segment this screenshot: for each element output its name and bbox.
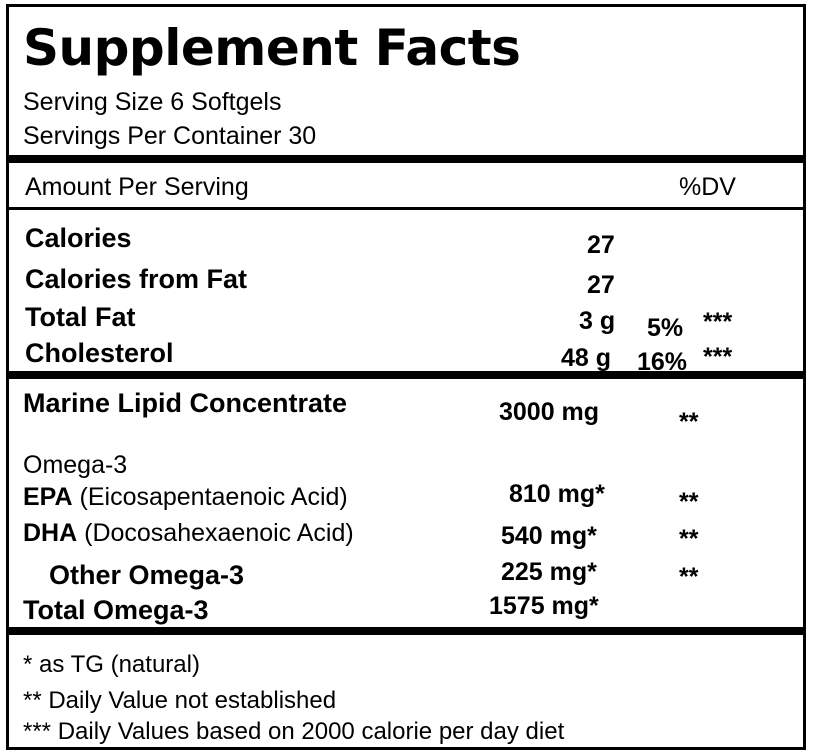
total-omega-3-label: Total Omega-3: [23, 595, 209, 625]
dha-note: **: [679, 525, 699, 553]
cholesterol-label: Cholesterol: [25, 338, 174, 368]
panel-title: Supplement Facts: [23, 19, 521, 77]
total-fat-label: Total Fat: [25, 302, 136, 332]
epa-amount: 810 mg*: [509, 480, 605, 508]
marine-lipid-label: Marine Lipid Concentrate: [23, 388, 348, 418]
footnote-dv-basis: *** Daily Values based on 2000 calorie p…: [23, 718, 565, 745]
cholesterol-note: ***: [703, 343, 733, 371]
supplement-facts-panel: Supplement Facts Serving Size 6 Softgels…: [6, 4, 806, 750]
serving-size: Serving Size 6 Softgels: [23, 88, 282, 116]
total-fat-dv: 5%: [647, 314, 684, 342]
divider-thick: [9, 371, 803, 379]
divider-thin: [9, 207, 803, 210]
calories-amount: 27: [587, 231, 615, 259]
total-omega-3-amount: 1575 mg*: [489, 592, 599, 620]
footnote-dv-not-established: ** Daily Value not established: [23, 687, 337, 714]
other-omega-3-note: **: [679, 563, 699, 591]
amount-per-serving-header: Amount Per Serving: [25, 173, 249, 201]
divider-thick: [9, 155, 803, 163]
total-fat-amount: 3 g: [579, 307, 616, 335]
servings-per-container: Servings Per Container 30: [23, 122, 317, 150]
other-omega-3-amount: 225 mg*: [501, 558, 597, 586]
dv-header: %DV: [679, 173, 736, 201]
epa-fullname: (Eicosapentaenoic Acid): [72, 483, 348, 511]
calories-from-fat-label: Calories from Fat: [25, 264, 248, 294]
calories-from-fat-amount: 27: [587, 271, 615, 299]
total-fat-note: ***: [703, 308, 733, 336]
epa-note: **: [679, 488, 699, 516]
omega-3-heading: Omega-3: [23, 451, 128, 479]
marine-lipid-amount: 3000 mg: [499, 398, 600, 426]
epa-abbrev: EPA: [23, 483, 73, 511]
cholesterol-amount: 48 g: [561, 344, 612, 372]
footnote-tg: * as TG (natural): [23, 651, 200, 678]
dha-fullname: (Docosahexaenoic Acid): [77, 519, 354, 547]
other-omega-3-label: Other Omega-3: [49, 560, 245, 590]
marine-lipid-note: **: [679, 408, 699, 436]
divider-thick: [9, 627, 803, 635]
cholesterol-dv: 16%: [637, 348, 688, 376]
epa-label: EPA (Eicosapentaenoic Acid): [23, 485, 348, 510]
dha-amount: 540 mg*: [501, 522, 597, 550]
dha-abbrev: DHA: [23, 519, 78, 547]
calories-label: Calories: [25, 223, 132, 253]
dha-label: DHA (Docosahexaenoic Acid): [23, 521, 354, 546]
